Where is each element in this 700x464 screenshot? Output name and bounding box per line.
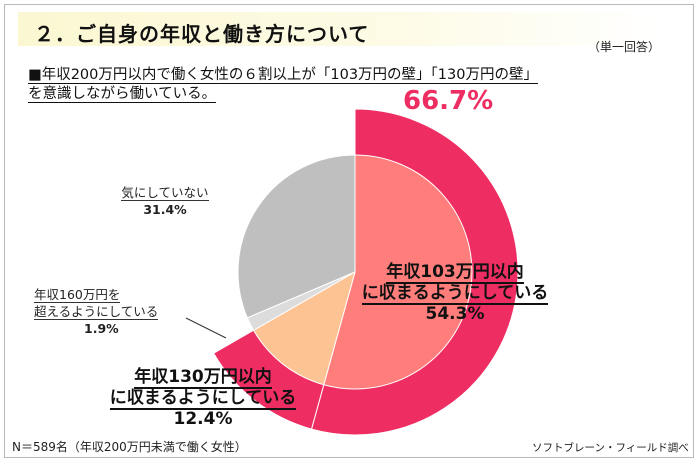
slice-label-103: 年収103万円以内 に収まるようにしている 54.3% (342, 262, 568, 325)
slice-label-160-line2: 超えるようにしている (34, 304, 159, 320)
slice-value-103: 54.3% (425, 304, 485, 324)
slice-label-130-line2: に収まるようにしている (109, 388, 297, 410)
headline: ■年収200万円以内で働く女性の６割以上が「103万円の壁」「130万円の壁」 … (28, 66, 638, 104)
slice-label-160-line1: 年収160万円を (34, 287, 121, 303)
pie-slice-0 (323, 154, 473, 390)
title-bar (18, 12, 658, 46)
slice-value-none: 31.4% (143, 202, 187, 217)
answer-type-note: （単一回答） (588, 40, 661, 54)
slice-label-103-line2: に収まるようにしている (361, 283, 549, 305)
slice-label-none-line1: 気にしていない (121, 185, 209, 201)
slice-label-none: 気にしていない 31.4% (110, 184, 220, 218)
highlight-percentage: 66.7% (403, 86, 494, 116)
slice-value-160: 1.9% (84, 321, 119, 336)
slice-label-103-line1: 年収103万円以内 (386, 262, 524, 284)
slice-label-130-line1: 年収130万円以内 (134, 367, 272, 389)
slice-label-160: 年収160万円を 超えるようにしている 1.9% (34, 286, 194, 337)
leader-line-160 (185, 317, 227, 339)
pie-slice-3 (237, 154, 356, 319)
slice-label-130: 年収130万円以内 に収まるようにしている 12.4% (90, 367, 316, 430)
pie-slice-1 (252, 270, 356, 386)
sample-size-note: N＝589名（年収200万円未満で働く女性） (12, 440, 247, 454)
slide-title: ２．ご自身の年収と働き方について (34, 22, 370, 46)
slide-frame (4, 4, 694, 458)
headline-line-2: を意識しながら働いている。 (28, 86, 217, 103)
source-note: ソフトブレーン・フィールド調べ (532, 442, 689, 454)
slice-value-130: 12.4% (173, 409, 233, 429)
headline-line-1: ■年収200万円以内で働く女性の６割以上が「103万円の壁」「130万円の壁」 (28, 67, 538, 84)
